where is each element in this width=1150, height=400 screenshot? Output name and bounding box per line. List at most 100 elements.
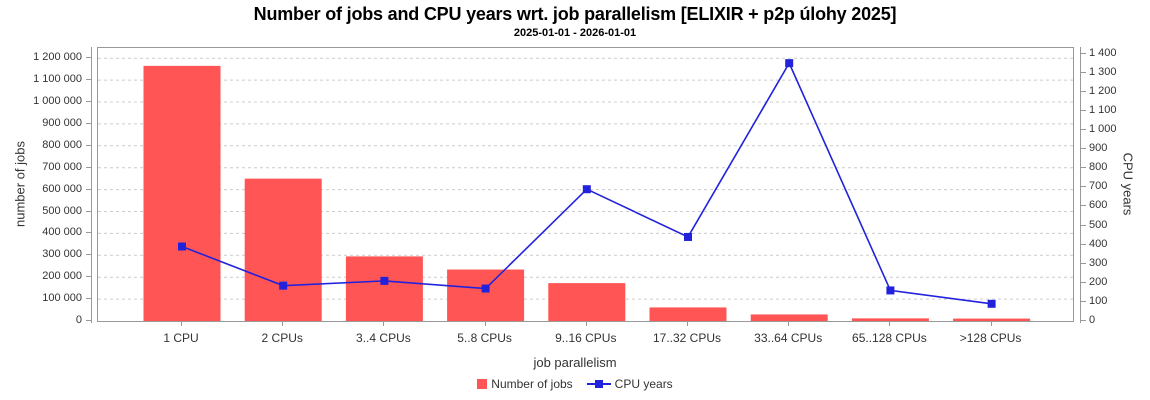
y2-tick-label: 1 000 <box>1089 123 1117 135</box>
bar-17..32 CPUs <box>649 307 727 321</box>
y-tick-label: 700 000 <box>42 160 82 173</box>
marker-17..32 CPUs <box>684 232 692 241</box>
y-tick-label: 300 000 <box>42 248 82 261</box>
marker-2 CPUs <box>279 281 288 290</box>
x-category-label: 1 CPU <box>163 331 199 345</box>
y-tick-mark <box>86 320 91 321</box>
marker-33..64 CPUs <box>785 59 794 68</box>
y2-tick-label: 900 <box>1089 142 1108 155</box>
y2-tick-label: 1 100 <box>1089 103 1117 116</box>
plot-area <box>97 47 1074 322</box>
y2-tick-label: 500 <box>1089 218 1108 231</box>
x-category-label: 17..32 CPUs <box>652 331 722 345</box>
x-tick-mark <box>788 322 790 326</box>
y-tick-mark <box>86 166 91 168</box>
y-tick-label: 1 200 000 <box>33 51 82 64</box>
right-axis-line <box>1080 47 1081 323</box>
y-tick-mark <box>86 188 91 190</box>
x-tick-mark <box>687 322 688 326</box>
y-tick-label: 500 000 <box>42 204 82 217</box>
y-tick-label: 0 <box>75 314 82 326</box>
y-tick-mark <box>86 144 91 146</box>
x-tick-mark <box>585 322 587 326</box>
y2-tick-mark <box>1081 300 1086 302</box>
y2-tick-mark <box>1081 52 1086 54</box>
y-tick-mark <box>86 276 91 278</box>
x-tick-mark <box>484 322 486 326</box>
y-tick-mark <box>86 101 91 102</box>
x-tick-mark <box>990 322 992 326</box>
chart-legend: Number of jobs CPU years <box>0 376 1150 392</box>
y2-tick-mark <box>1081 205 1086 207</box>
x-category-label: 3..4 CPUs <box>356 331 411 345</box>
y2-tick-label: 400 <box>1089 237 1108 250</box>
y2-tick-mark <box>1081 129 1086 130</box>
marker-9..16 CPUs <box>582 185 591 194</box>
y-tick-mark <box>86 79 91 81</box>
y-tick-label: 100 000 <box>42 292 82 305</box>
y2-tick-label: 800 <box>1089 161 1108 174</box>
y2-tick-mark <box>1081 320 1086 321</box>
marker-5..8 CPUs <box>481 284 490 293</box>
y2-tick-mark <box>1081 186 1086 188</box>
y2-tick-label: 1 300 <box>1089 65 1117 78</box>
x-category-label: 33..64 CPUs <box>754 331 823 345</box>
bar-3..4 CPUs <box>345 256 423 321</box>
x-tick-mark <box>181 322 182 326</box>
bar-1 CPU <box>143 65 221 321</box>
y-tick-label: 400 000 <box>42 226 82 239</box>
y-tick-mark <box>86 298 91 300</box>
y2-tick-mark <box>1081 167 1086 169</box>
y2-tick-label: 1 200 <box>1089 84 1117 97</box>
y2-tick-label: 100 <box>1089 294 1108 307</box>
plot-canvas <box>98 57 1073 321</box>
legend-item: CPU years <box>586 377 673 391</box>
legend-bar-swatch-icon <box>477 379 488 389</box>
legend-label: Number of jobs <box>491 377 573 391</box>
y-tick-mark <box>86 254 91 256</box>
bar->128 CPUs <box>953 318 1031 321</box>
y-tick-label: 1 000 000 <box>33 95 82 107</box>
y2-tick-mark <box>1081 109 1086 111</box>
x-tick-mark <box>889 322 891 326</box>
legend-item: Number of jobs <box>477 377 573 391</box>
x-tick-mark <box>383 322 385 326</box>
y-tick-label: 800 000 <box>42 138 82 151</box>
chart-title: Number of jobs and CPU years wrt. job pa… <box>253 4 897 24</box>
marker-3..4 CPUs <box>380 276 389 285</box>
y-tick-mark <box>86 232 91 234</box>
x-category-label: 9..16 CPUs <box>555 331 617 345</box>
y2-tick-label: 200 <box>1089 275 1108 288</box>
x-category-label: 65..128 CPUs <box>852 331 927 345</box>
y2-tick-mark <box>1081 71 1086 73</box>
y-tick-mark <box>86 210 91 212</box>
x-tick-mark <box>282 322 284 326</box>
bar-65..128 CPUs <box>851 318 929 321</box>
y2-tick-mark <box>1081 224 1086 226</box>
y2-tick-label: 1 400 <box>1089 46 1117 59</box>
marker-1 CPU <box>178 242 186 251</box>
marker-65..128 CPUs <box>886 286 895 295</box>
left-axis-line <box>91 47 92 323</box>
x-category-label: >128 CPUs <box>959 331 1022 345</box>
bar-2 CPUs <box>244 178 322 321</box>
y-tick-label: 600 000 <box>42 182 82 195</box>
y-tick-label: 1 100 000 <box>33 73 82 86</box>
x-category-label: 2 CPUs <box>261 331 303 345</box>
x-category-label: 5..8 CPUs <box>457 331 512 345</box>
legend-line-marker-icon <box>586 379 611 389</box>
marker->128 CPUs <box>987 299 996 308</box>
y-tick-mark <box>86 57 91 59</box>
y2-tick-mark <box>1081 90 1086 92</box>
y2-tick-mark <box>1081 148 1086 150</box>
legend-label: CPU years <box>614 377 673 391</box>
y2-tick-label: 700 <box>1089 180 1108 193</box>
bar-5..8 CPUs <box>447 269 525 321</box>
y2-tick-label: 600 <box>1089 199 1108 212</box>
bar-33..64 CPUs <box>750 314 828 321</box>
y2-tick-mark <box>1081 262 1086 264</box>
y-tick-label: 900 000 <box>42 116 82 129</box>
bar-9..16 CPUs <box>548 283 626 321</box>
y-tick-mark <box>86 122 91 124</box>
